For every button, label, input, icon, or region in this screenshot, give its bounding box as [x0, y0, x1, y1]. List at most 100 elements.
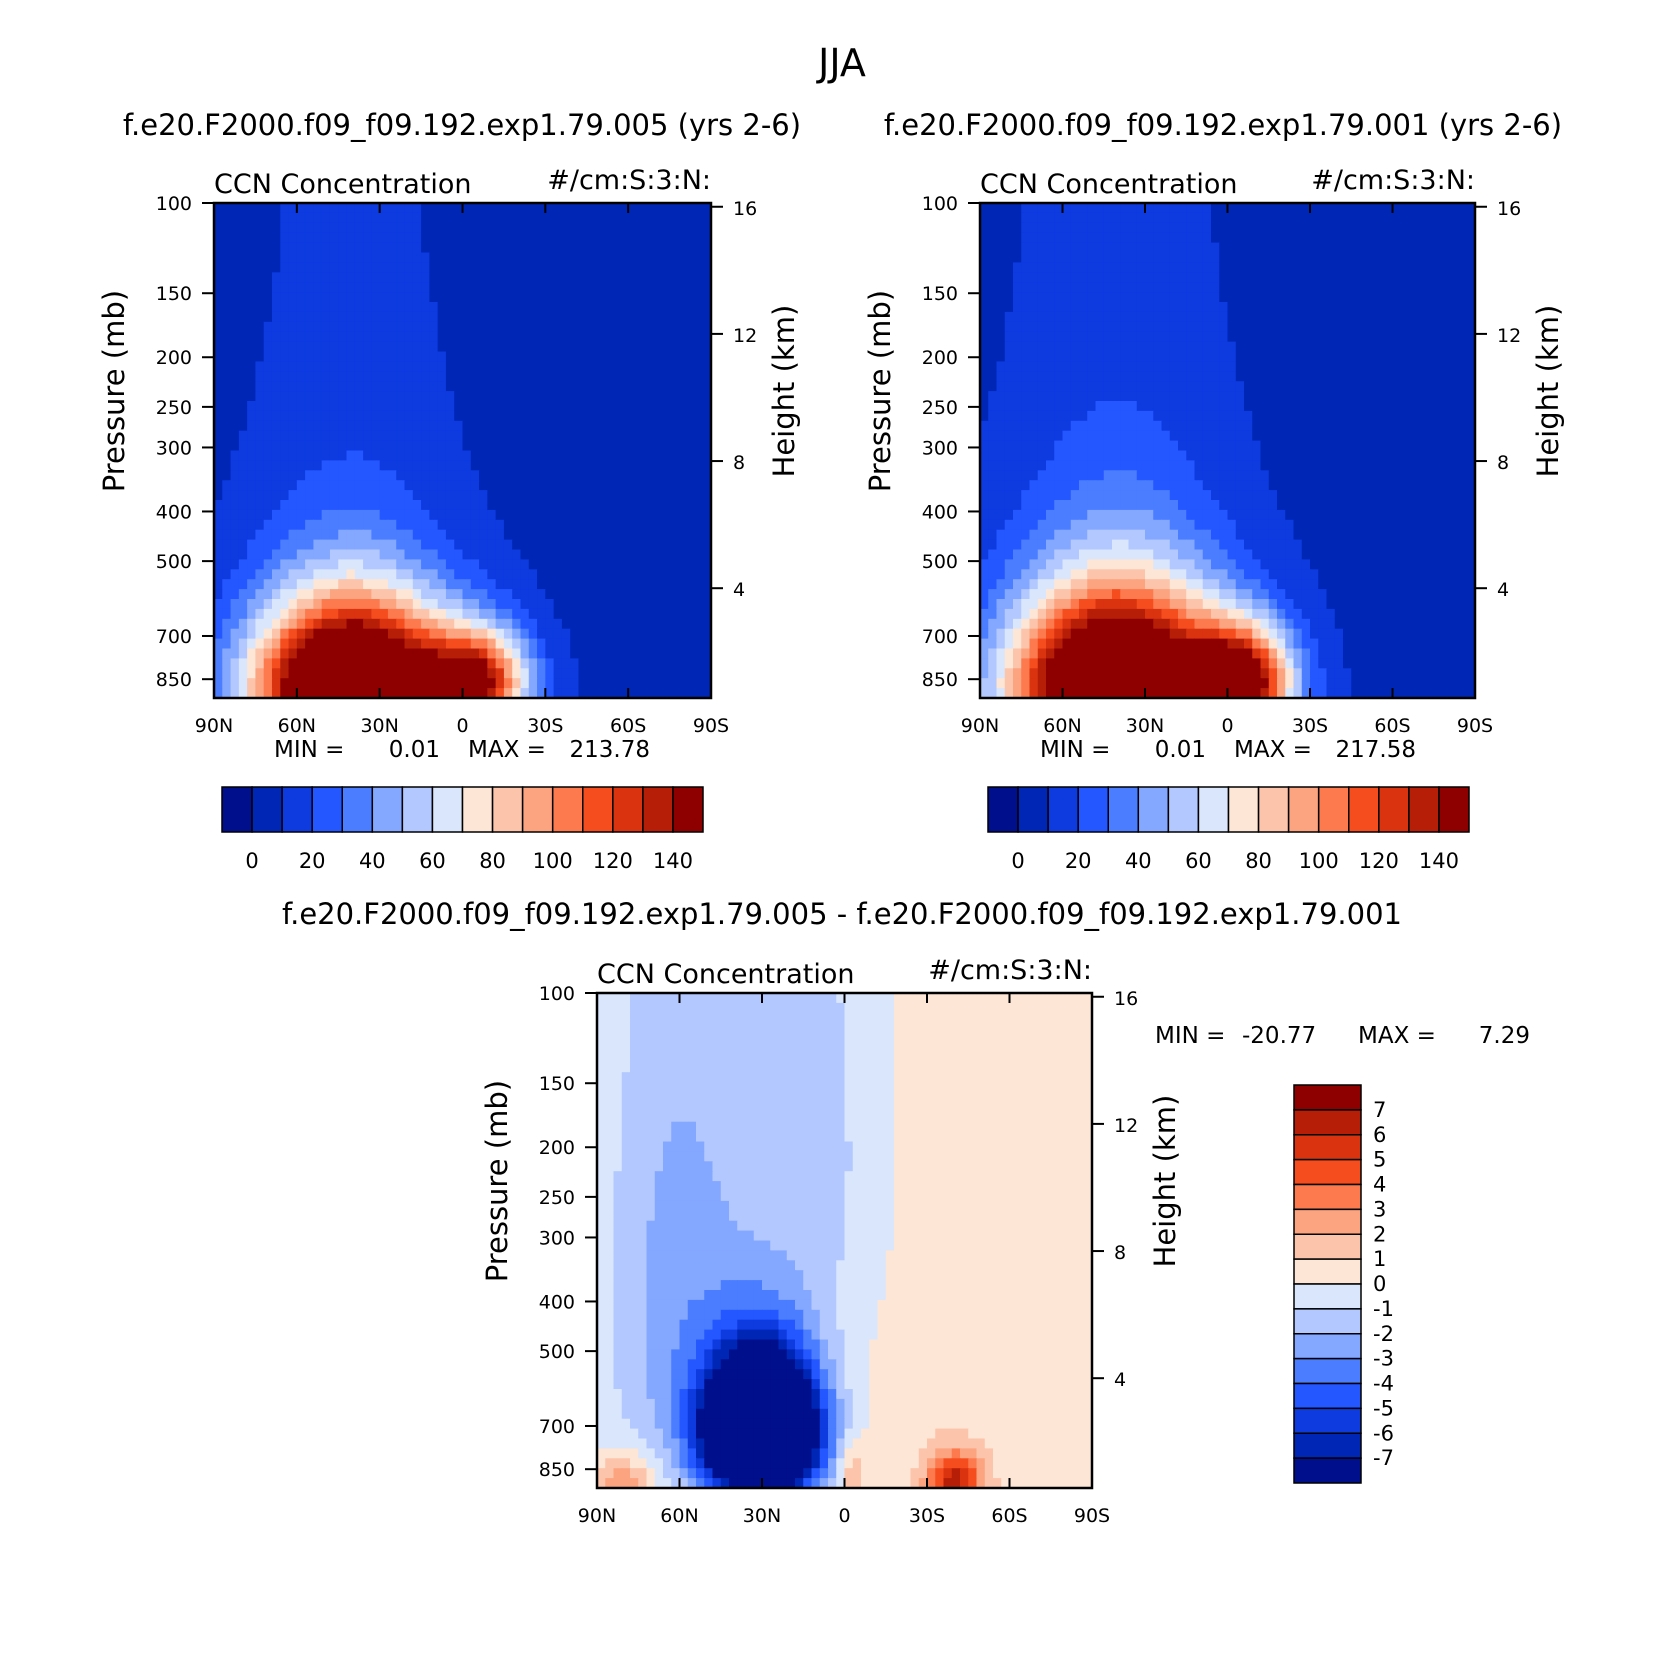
field-cell	[980, 371, 989, 382]
field-cell	[1450, 272, 1459, 283]
field-cell	[421, 609, 430, 620]
field-cell	[405, 678, 414, 689]
field-cell	[471, 342, 480, 353]
field-cell	[570, 332, 579, 343]
field-cell	[628, 639, 637, 650]
field-cell	[520, 579, 529, 590]
field-cell	[388, 292, 397, 303]
field-cell	[1310, 480, 1319, 491]
field-cell	[603, 381, 612, 392]
field-cell	[612, 579, 621, 590]
field-cell	[247, 579, 256, 590]
field-cell	[1013, 460, 1022, 471]
field-cell	[1244, 391, 1253, 402]
field-cell	[545, 401, 554, 412]
field-cell	[446, 520, 455, 531]
field-cell	[1384, 470, 1393, 481]
field-cell	[661, 649, 670, 660]
field-cell	[413, 243, 422, 254]
field-cell	[1170, 460, 1179, 471]
field-cell	[636, 272, 645, 283]
field-cell	[338, 569, 347, 580]
field-cell	[264, 203, 273, 214]
field-cell	[487, 282, 496, 293]
field-cell	[363, 411, 372, 422]
field-cell	[1277, 441, 1286, 452]
field-cell	[529, 292, 538, 303]
field-cell	[446, 282, 455, 293]
field-cell	[578, 381, 587, 392]
field-cell	[997, 262, 1006, 273]
field-cell	[653, 470, 662, 481]
field-cell	[1071, 441, 1080, 452]
field-cell	[1005, 223, 1014, 234]
field-cell	[1401, 203, 1410, 214]
field-cell	[264, 342, 273, 353]
field-cell	[653, 599, 662, 610]
field-cell	[471, 253, 480, 264]
field-cell	[355, 223, 364, 234]
field-cell	[1038, 451, 1047, 462]
field-cell	[487, 243, 496, 254]
field-cell	[429, 223, 438, 234]
field-cell	[247, 243, 256, 254]
field-cell	[1137, 490, 1146, 501]
field-cell	[297, 530, 306, 541]
field-cell	[587, 619, 596, 630]
field-cell	[231, 609, 240, 620]
field-cell	[214, 203, 223, 214]
field-cell	[1277, 352, 1286, 363]
field-cell	[272, 520, 281, 531]
field-cell	[280, 520, 289, 531]
field-cell	[1294, 253, 1303, 264]
field-cell	[1178, 253, 1187, 264]
field-cell	[1079, 391, 1088, 402]
field-cell	[1261, 381, 1270, 392]
field-cell	[1079, 411, 1088, 422]
field-cell	[670, 520, 679, 531]
field-cell	[537, 253, 546, 264]
field-cell	[388, 223, 397, 234]
field-cell	[1277, 342, 1286, 353]
field-cell	[529, 243, 538, 254]
field-cell	[1351, 342, 1360, 353]
field-cell	[471, 510, 480, 521]
field-cell	[347, 619, 356, 630]
field-cell	[421, 500, 430, 511]
colorbar-box	[613, 787, 643, 832]
field-cell	[289, 609, 298, 620]
field-cell	[1178, 460, 1187, 471]
field-cell	[686, 639, 695, 650]
field-cell	[496, 441, 505, 452]
field-cell	[280, 312, 289, 323]
field-cell	[1351, 243, 1360, 254]
field-cell	[222, 500, 231, 511]
field-cell	[512, 530, 521, 541]
field-cell	[612, 421, 621, 432]
field-cell	[1327, 480, 1336, 491]
field-cell	[678, 342, 687, 353]
field-cell	[1450, 223, 1459, 234]
field-cell	[653, 639, 662, 650]
field-cell	[1335, 480, 1344, 491]
field-cell	[1351, 322, 1360, 333]
field-cell	[289, 391, 298, 402]
field-cell	[1277, 401, 1286, 412]
field-cell	[1236, 361, 1245, 372]
field-cell	[479, 441, 488, 452]
field-cell	[396, 253, 405, 264]
field-cell	[1236, 243, 1245, 254]
field-cell	[628, 658, 637, 669]
field-cell	[479, 322, 488, 333]
field-cell	[322, 649, 331, 660]
x-tick-label: 90N	[195, 715, 233, 737]
field-cell	[1261, 470, 1270, 481]
field-cell	[355, 391, 364, 402]
field-cell	[997, 233, 1006, 244]
field-cell	[1038, 342, 1047, 353]
field-cell	[479, 530, 488, 541]
field-cell	[1302, 431, 1311, 442]
field-cell	[1285, 322, 1294, 333]
field-cell	[338, 203, 347, 214]
field-cell	[355, 470, 364, 481]
